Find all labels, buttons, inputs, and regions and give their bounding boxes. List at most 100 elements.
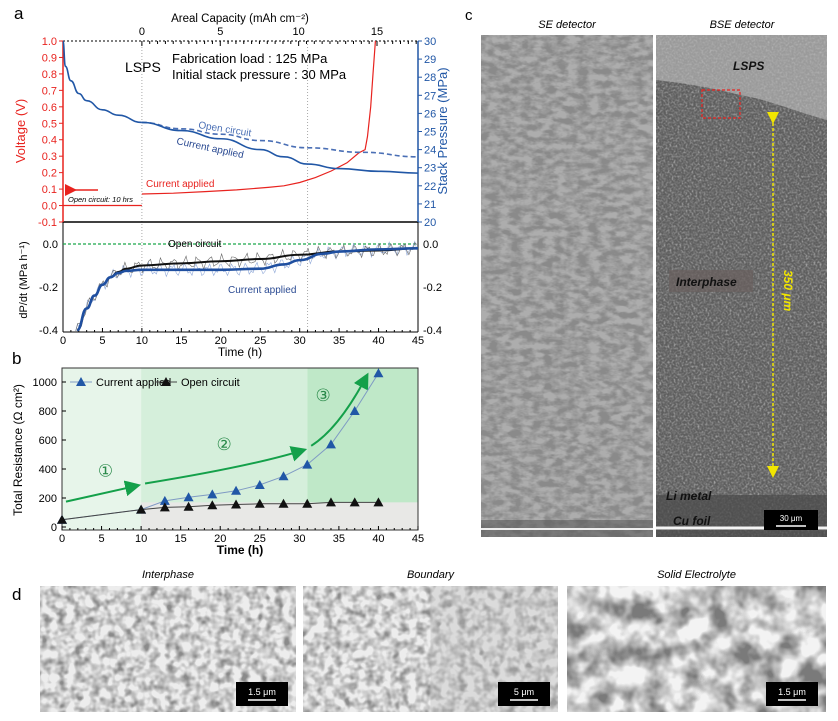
pressure-tick-label: 23	[424, 163, 436, 175]
y-tick-label-right: -0.2	[423, 282, 442, 294]
series-line	[62, 40, 142, 124]
pressure-tick-label: 26	[424, 108, 436, 120]
data-point-triangle	[159, 495, 170, 505]
series-line	[141, 121, 419, 174]
sem-image-row: Interphase 1.5 μm Boundary 5 μm Solid Electr…	[40, 569, 826, 712]
pressure-rate-plot: 0 5 10 15 20 25 30 35 40 45 Time (h) 0.0 0.0 -0.2 -0.2…	[18, 222, 442, 359]
x-tick-label: 35	[333, 533, 345, 545]
data-point-triangle	[183, 492, 194, 502]
data-point-triangle	[373, 497, 384, 507]
scale-bar-bg	[498, 682, 550, 706]
voltage-pressure-plot: 0 5 10 15 1.0 0.9 0.8 0.7 0.6 0.5 0.4 0.3 0.2 0.1 0.0 -…	[13, 26, 450, 335]
x-tick-label: 10	[136, 335, 148, 347]
data-point-triangle	[349, 406, 360, 415]
data-point-triangle	[302, 498, 313, 508]
raw-trace	[75, 242, 418, 333]
pressure-tick-label: 24	[424, 145, 436, 157]
data-point-triangle	[278, 471, 289, 481]
voltage-tick-label: 0.5	[42, 118, 57, 130]
interphase-region-label: Interphase	[676, 275, 737, 289]
y-tick-label: 800	[39, 406, 57, 418]
x-axis-label: Time (h)	[218, 345, 262, 359]
thickness-label: 350 μm	[781, 270, 795, 312]
y-axis-label: dP/dt (MPa h⁻¹)	[18, 241, 30, 318]
capacity-tick-label: 5	[217, 26, 223, 38]
sem-image-title: Boundary	[407, 569, 456, 581]
x-tick-label: 40	[372, 533, 384, 545]
panel-label-b: b	[12, 349, 21, 368]
plot-frame	[61, 367, 419, 531]
x-tick-label: 15	[175, 335, 187, 347]
x-tick-label: 35	[333, 335, 345, 347]
interphase-label-bg	[669, 270, 753, 292]
x-tick-label: 20	[215, 335, 227, 347]
voltage-tick-label: 0.6	[42, 102, 57, 114]
data-point-triangle	[373, 368, 384, 378]
panel-label-c: c	[465, 7, 473, 24]
voltage-tick-label: -0.1	[38, 217, 57, 229]
legend-label: Current applied	[96, 377, 171, 389]
data-point-triangle	[231, 485, 242, 495]
x-tick-label: 45	[412, 533, 424, 545]
pressure-tick-label: 29	[424, 54, 436, 66]
data-point-triangle	[136, 504, 147, 514]
x-tick-label: 5	[99, 335, 105, 347]
data-point-triangle	[349, 497, 360, 507]
series-line	[61, 373, 379, 521]
voltage-tick-label: 0.4	[42, 135, 57, 147]
y-tick-label: 600	[39, 435, 57, 447]
x-tick-label: 0	[59, 533, 65, 545]
series-line	[141, 40, 376, 195]
resistance-plot: 0 5 10 15 20 25 30 35 40 45 Time (h) 0 200 400 600 800 1…	[11, 367, 424, 557]
voltage-tick-label: 1.0	[42, 36, 57, 48]
legend-marker-triangle	[76, 377, 86, 386]
current-applied-pressure-label: Current applied	[175, 136, 244, 161]
data-point-triangle	[254, 498, 265, 508]
capacity-tick-label: 15	[371, 26, 383, 38]
stage-label: ①	[98, 461, 113, 480]
voltage-tick-label: 0.7	[42, 85, 57, 97]
voltage-tick-label: 0.1	[42, 184, 57, 196]
y-tick-label: 1000	[33, 377, 57, 389]
x-tick-label: 15	[175, 533, 187, 545]
lsps-region-label: LSPS	[733, 59, 764, 73]
pressure-axis-label: Stack Pressure (MPa)	[435, 67, 450, 194]
stage-1-arrow	[65, 480, 142, 503]
x-tick-label: 0	[60, 335, 66, 347]
cu-foil-label: Cu foil	[673, 514, 711, 528]
material-label: LSPS	[125, 59, 161, 75]
x-tick-label: 40	[372, 335, 384, 347]
x-tick-label: 20	[214, 533, 226, 545]
legend-label: Open circuit	[181, 377, 240, 389]
pressure-tick-label: 20	[424, 217, 436, 229]
voltage-tick-label: 0.2	[42, 168, 57, 180]
capacity-tick-label: 10	[293, 26, 305, 38]
capacity-tick-label: 0	[139, 26, 145, 38]
y-tick-label-right: -0.4	[423, 325, 442, 337]
x-tick-label: 25	[254, 533, 266, 545]
fabrication-load-label: Fabrication load : 125 MPa	[172, 51, 328, 66]
data-point-triangle	[159, 502, 170, 512]
data-point-triangle	[325, 439, 336, 449]
data-point-triangle	[57, 514, 67, 524]
current-applied-smoothed-line	[76, 247, 419, 332]
data-point-triangle	[231, 499, 242, 509]
current-applied-voltage-label: Current applied	[146, 179, 214, 190]
legend-marker-triangle	[161, 377, 171, 386]
scale-bar-bg	[766, 682, 818, 706]
data-point-triangle	[278, 498, 289, 508]
scale-bar-label: 1.5 μm	[778, 687, 806, 697]
panel-label-d: d	[12, 585, 21, 604]
open-circuit-rate-label: Open circuit	[168, 239, 222, 250]
sem-image-2	[303, 586, 558, 712]
pressure-tick-label: 21	[424, 199, 436, 211]
data-point-triangle	[325, 497, 336, 507]
x-tick-label: 10	[135, 533, 147, 545]
pressure-tick-label: 25	[424, 127, 436, 139]
y-tick-label: 200	[39, 493, 57, 505]
data-point-triangle	[207, 489, 218, 499]
scale-bar-bg	[764, 510, 818, 530]
x-tick-label: 45	[412, 335, 424, 347]
capacity-axis-label: Areal Capacity (mAh cm⁻²)	[171, 13, 309, 25]
bse-detector-title: BSE detector	[710, 19, 776, 31]
